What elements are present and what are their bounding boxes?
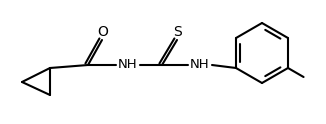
- Text: NH: NH: [118, 59, 138, 72]
- Text: NH: NH: [190, 59, 210, 72]
- Text: O: O: [97, 25, 109, 39]
- Text: S: S: [174, 25, 182, 39]
